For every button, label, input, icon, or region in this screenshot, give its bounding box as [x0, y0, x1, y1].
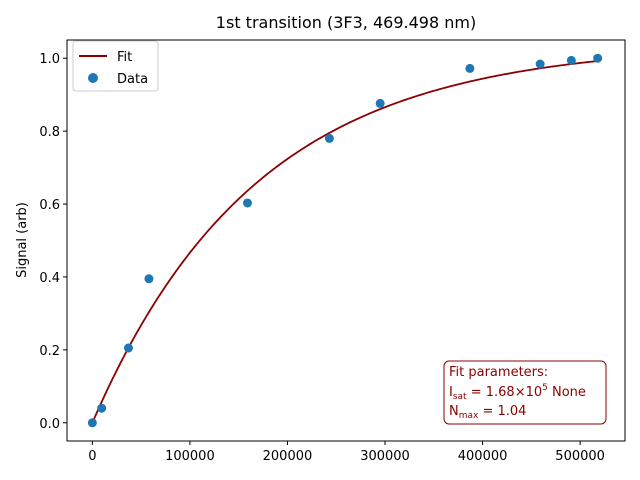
y-tick-label: 0.6: [39, 198, 60, 213]
plot-frame: [66, 39, 626, 442]
y-tick-label: 0.8: [39, 125, 60, 140]
x-axis: 0 100000 200000 300000 400000 500000: [88, 441, 605, 464]
chart-title: 1st transition (3F3, 469.498 nm): [216, 13, 476, 32]
annotation-isat: Isat = 1.68×105 None: [449, 383, 586, 402]
data-point: [465, 63, 475, 73]
fit-line: [91, 59, 600, 424]
plot-area: [66, 39, 626, 442]
legend-data-label: Data: [117, 72, 148, 87]
legend-data-swatch: [88, 73, 98, 83]
x-tick-label: 500000: [555, 449, 605, 464]
x-tick-label: 200000: [263, 449, 313, 464]
legend: Fit Data: [72, 40, 159, 92]
x-tick-label: 300000: [360, 449, 410, 464]
data-point: [375, 98, 385, 108]
fit-series: [91, 59, 600, 424]
x-tick-label: 100000: [165, 449, 215, 464]
y-tick-label: 0.0: [39, 417, 60, 432]
data-point: [593, 53, 603, 63]
annotation-header: Fit parameters:: [449, 365, 548, 380]
y-axis-label: Signal (arb): [15, 202, 30, 278]
data-point: [123, 343, 133, 353]
data-point: [535, 59, 545, 69]
data-series: [87, 53, 603, 428]
annotation-nmax: Nmax = 1.04: [449, 404, 526, 421]
data-point: [97, 403, 107, 413]
x-tick-label: 400000: [458, 449, 508, 464]
legend-fit-label: Fit: [117, 50, 132, 65]
data-point: [144, 274, 154, 284]
data-point: [87, 418, 97, 428]
y-tick-label: 1.0: [39, 52, 60, 67]
y-axis: 0.0 0.2 0.4 0.6 0.8 1.0: [39, 52, 67, 432]
y-tick-label: 0.2: [39, 344, 60, 359]
data-point: [324, 133, 334, 143]
data-point: [566, 55, 576, 65]
annotation-frame: [443, 360, 607, 425]
data-point: [242, 198, 252, 208]
x-tick-label: 0: [88, 449, 96, 464]
fit-parameters-box: Fit parameters: Isat = 1.68×105 None Nma…: [443, 360, 607, 425]
y-tick-label: 0.4: [39, 271, 60, 286]
